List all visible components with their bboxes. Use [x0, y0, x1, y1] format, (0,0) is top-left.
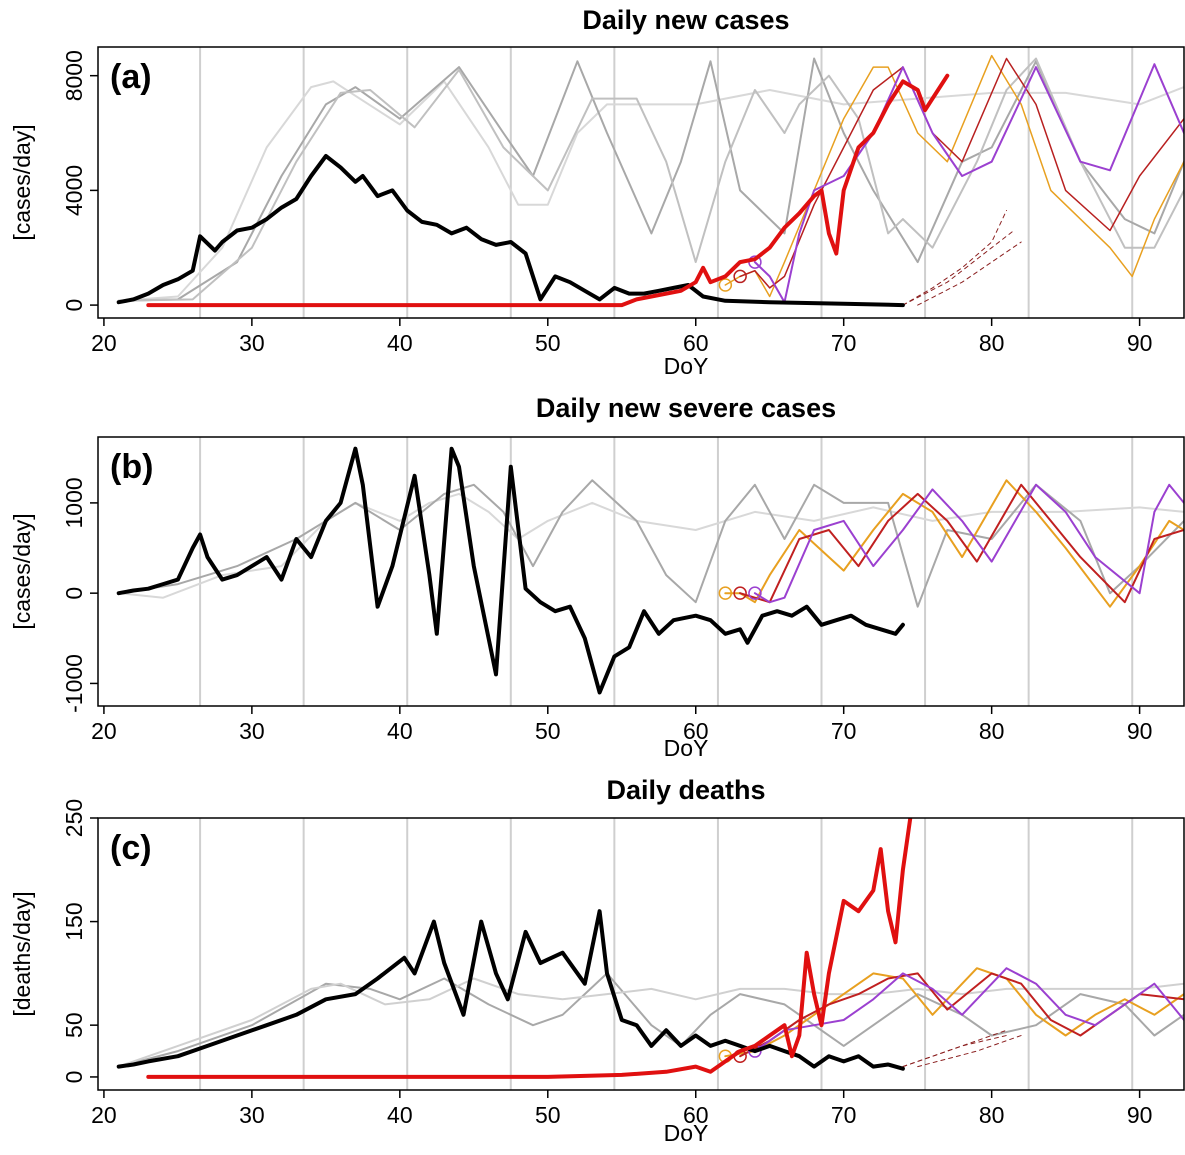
y-axis-label: [cases/day]	[9, 513, 35, 629]
series-line	[117, 80, 1184, 302]
panel-label: (b)	[110, 448, 153, 486]
x-tick-label: 50	[535, 1102, 561, 1128]
series-group	[116, 54, 1184, 308]
panel-title: Daily deaths	[606, 775, 765, 805]
y-tick-label: 8000	[61, 50, 87, 101]
x-tick-label: 40	[387, 718, 413, 744]
series-line	[753, 483, 1184, 604]
y-tick-label: 0	[61, 299, 87, 312]
series-line	[117, 492, 1184, 599]
y-tick-label: 50	[61, 1012, 87, 1038]
y-tick-label: 150	[61, 902, 87, 940]
y-tick-label: 1000	[61, 477, 87, 528]
series-line	[116, 446, 905, 695]
x-tick-label: 70	[831, 1102, 857, 1128]
series-line	[917, 1035, 1022, 1068]
x-tick-label: 30	[239, 330, 265, 356]
series-line	[146, 73, 950, 308]
series-line	[116, 154, 905, 308]
series-group	[116, 818, 1184, 1079]
y-axis-label: [cases/day]	[9, 124, 35, 240]
x-tick-label: 60	[683, 330, 709, 356]
y-tick-label: -1000	[61, 654, 87, 713]
plot-frame	[97, 46, 1185, 319]
plot-frame	[97, 817, 1185, 1091]
start-marker	[733, 269, 747, 284]
start-marker	[718, 278, 733, 292]
series-line	[739, 57, 1184, 289]
series-line	[902, 230, 1015, 306]
plot-frame	[97, 436, 1185, 707]
x-tick-label: 90	[1127, 330, 1153, 356]
series-group	[116, 446, 1184, 695]
series-line	[117, 977, 1184, 1068]
panel-title: Daily new cases	[582, 5, 789, 35]
x-tick-label: 50	[535, 718, 561, 744]
y-tick-label: 0	[61, 587, 87, 600]
x-tick-label: 80	[979, 1102, 1005, 1128]
x-axis-label: DoY	[664, 735, 709, 761]
x-axis-label: DoY	[664, 353, 709, 379]
panel-label: (a)	[110, 58, 152, 96]
panel-title: Daily new severe cases	[536, 393, 836, 423]
start-marker	[718, 586, 733, 600]
x-tick-label: 80	[979, 718, 1005, 744]
panel: Daily deaths 20 30 40 50 60 70 80 90 0 50 150 250 DoY…	[9, 775, 1185, 1146]
x-tick-label: 50	[535, 330, 561, 356]
y-axis-label: [deaths/day]	[9, 891, 35, 1016]
series-line	[753, 63, 1184, 304]
start-marker	[748, 586, 762, 600]
x-tick-label: 80	[979, 330, 1005, 356]
y-tick-label: 4000	[61, 165, 87, 216]
x-tick-label: 90	[1127, 718, 1153, 744]
series-line	[117, 57, 1184, 302]
x-tick-label: 20	[91, 718, 117, 744]
x-tick-label: 70	[831, 718, 857, 744]
series-line	[739, 483, 1184, 604]
x-tick-label: 60	[683, 1102, 709, 1128]
start-marker	[733, 586, 747, 600]
x-tick-label: 40	[387, 330, 413, 356]
x-tick-label: 70	[831, 330, 857, 356]
y-tick-label: 0	[61, 1071, 87, 1084]
x-tick-label: 40	[387, 1102, 413, 1128]
series-line	[117, 972, 1184, 1068]
x-tick-label: 20	[91, 1102, 117, 1128]
x-tick-label: 30	[239, 718, 265, 744]
series-line	[753, 967, 1184, 1053]
panel: Daily new cases 20 30 40 50 60 70 80 90 0 4000 8000…	[9, 5, 1185, 379]
y-tick-label: 250	[61, 799, 87, 837]
x-axis-label: DoY	[664, 1120, 709, 1146]
series-line	[917, 241, 1022, 306]
series-line	[117, 479, 1184, 608]
x-tick-label: 30	[239, 1102, 265, 1128]
panel-label: (c)	[110, 829, 152, 867]
series-line	[902, 210, 1007, 306]
series-line	[902, 1035, 1007, 1068]
x-tick-label: 90	[1127, 1102, 1153, 1128]
x-tick-label: 60	[683, 718, 709, 744]
panel: Daily new severe cases 20 30 40 50 60 70 80 90 -1…	[9, 393, 1185, 761]
series-line	[724, 479, 1184, 608]
x-tick-label: 20	[91, 330, 117, 356]
series-line	[146, 818, 913, 1079]
series-line	[724, 54, 1184, 298]
series-line	[117, 57, 1184, 302]
